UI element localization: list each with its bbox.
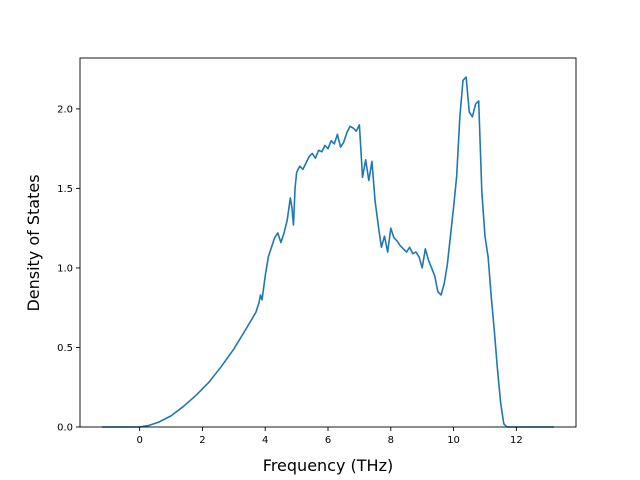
- x-axis-label: Frequency (THz): [263, 456, 393, 475]
- x-axis-ticks: 0 2 4 6 8 10 12: [136, 427, 523, 446]
- y-axis-ticks: 0.0 0.5 1.0 1.5 2.0: [57, 104, 80, 434]
- y-tick-label: 1.5: [57, 184, 73, 195]
- x-tick-label: 2: [199, 435, 205, 446]
- x-tick-label: 0: [136, 435, 142, 446]
- plot-area: [79, 57, 577, 428]
- y-axis-label: Density of States: [24, 174, 43, 311]
- plot-frame: [79, 57, 577, 428]
- x-tick-label: 10: [447, 435, 460, 446]
- y-tick-label: 1.0: [57, 263, 73, 274]
- x-tick-label: 12: [510, 435, 523, 446]
- y-tick-label: 0.0: [57, 423, 73, 434]
- x-tick-label: 8: [388, 435, 394, 446]
- dos-series-line-0: [101, 76, 555, 428]
- x-tick-label: 6: [325, 435, 331, 446]
- y-tick-label: 0.5: [57, 343, 73, 354]
- y-tick-label: 2.0: [57, 104, 73, 115]
- x-tick-label: 4: [262, 435, 268, 446]
